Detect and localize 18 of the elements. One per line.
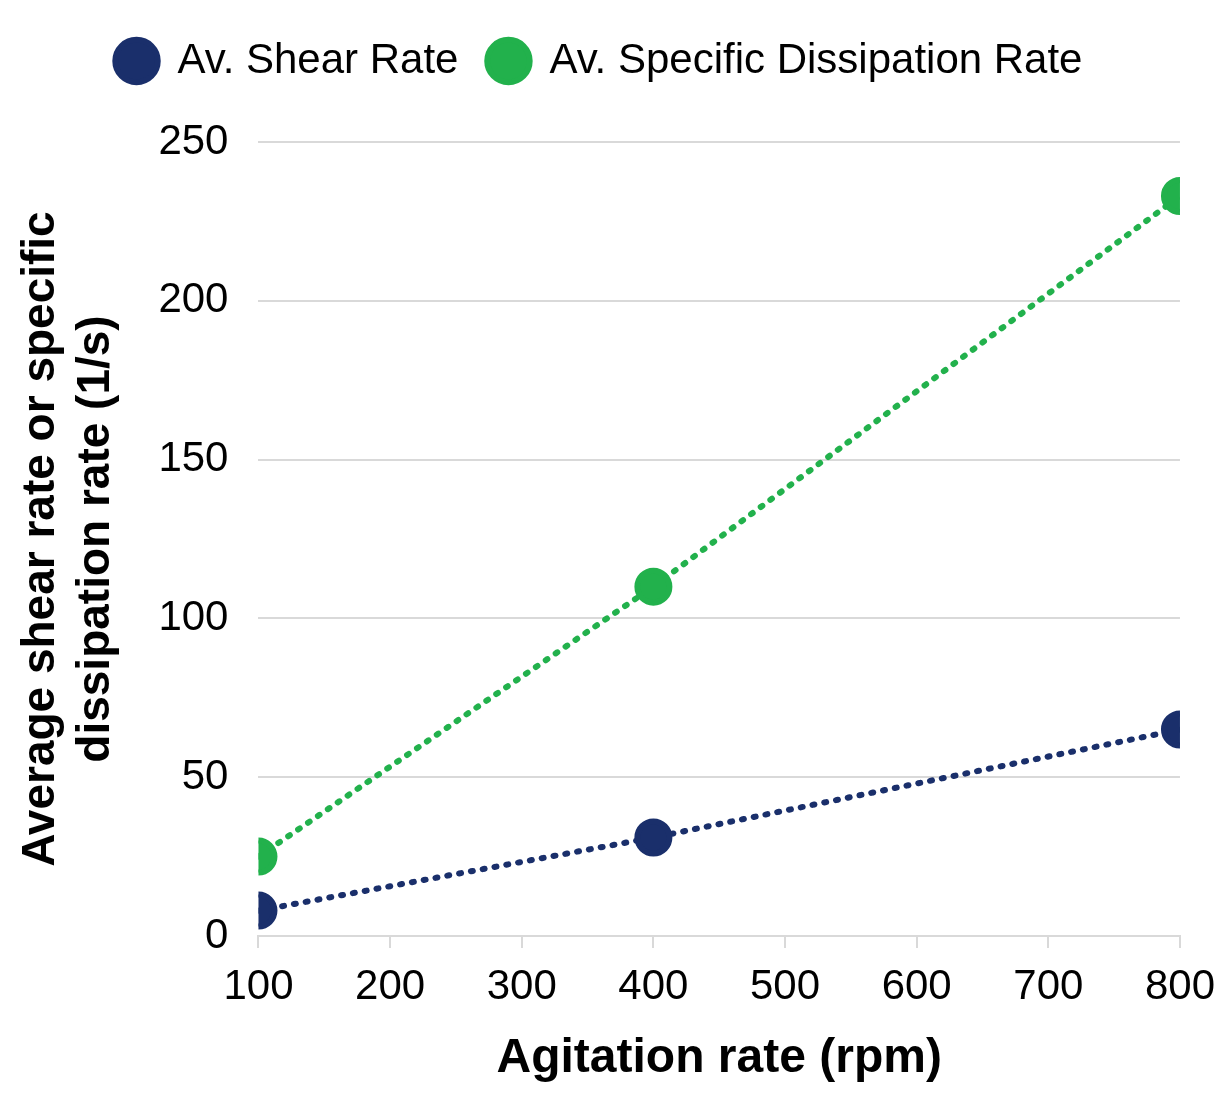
legend-label: Av. Shear Rate: [177, 34, 459, 82]
y-tick-label: 50: [181, 750, 229, 798]
x-tick-label: 100: [223, 960, 294, 1008]
x-tick-label: 800: [1144, 960, 1215, 1008]
x-axis-title: Agitation rate (rpm): [496, 1029, 942, 1083]
x-tick-label: 400: [618, 960, 689, 1008]
y-tick-label: 250: [158, 115, 229, 163]
x-tick-label: 600: [881, 960, 952, 1008]
legend-label: Av. Specific Dissipation Rate: [549, 34, 1083, 82]
y-tick-label: 200: [158, 274, 229, 322]
y-tick-label: 0: [205, 909, 229, 957]
x-tick-label: 700: [1013, 960, 1084, 1008]
y-axis-title: Average shear rate or specific dissipation rate (1/s): [12, 211, 120, 867]
y-tick-label: 100: [158, 591, 229, 639]
y-tick-label: 150: [158, 433, 229, 481]
x-tick-label: 500: [750, 960, 821, 1008]
x-tick-label: 200: [355, 960, 426, 1008]
x-tick-label: 300: [486, 960, 557, 1008]
